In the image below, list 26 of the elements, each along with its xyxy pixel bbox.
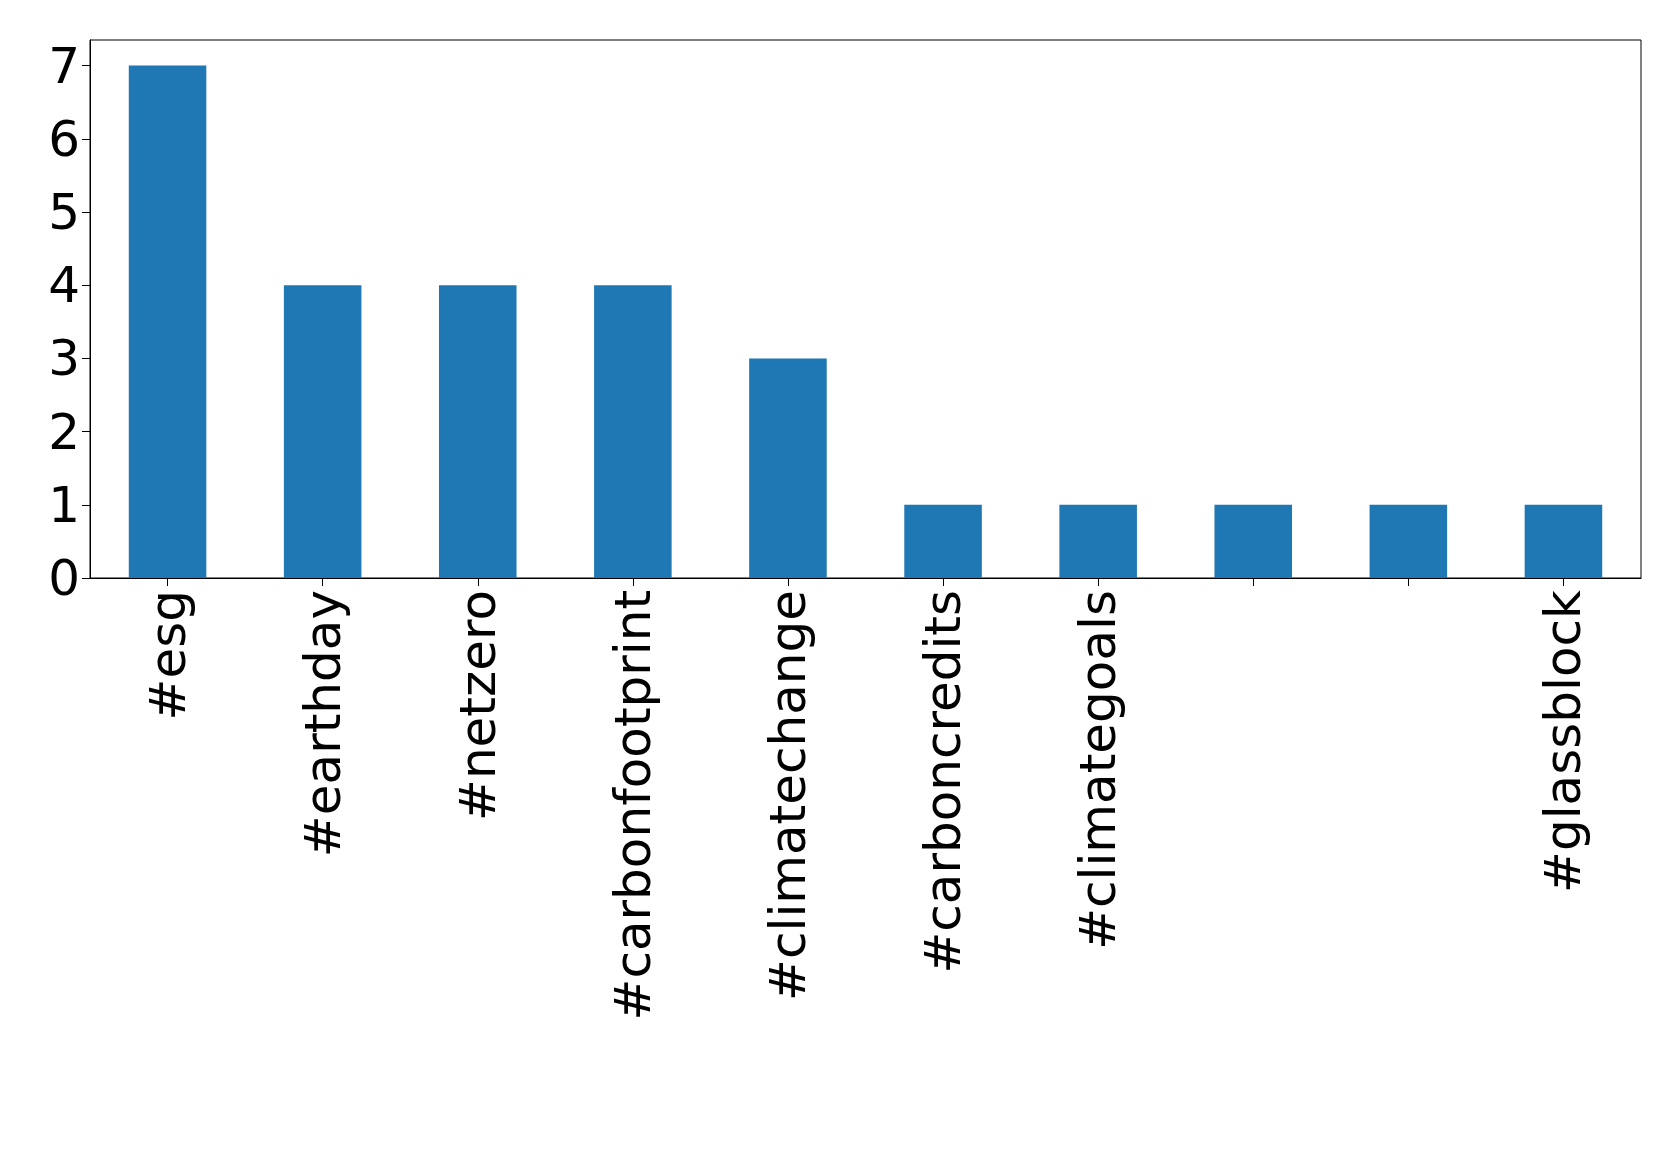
bar (438, 285, 517, 578)
x-tick-label: #esg (138, 590, 197, 721)
y-tick-label: 6 (48, 109, 80, 168)
x-tick-label: #netzero (448, 590, 507, 822)
y-tick-label: 7 (48, 36, 80, 95)
x-tick-label: #carbonfootprint (603, 590, 662, 1021)
bar (749, 358, 827, 578)
y-tick-label: 0 (48, 549, 80, 607)
bar (904, 504, 982, 578)
x-tick-label: #carboncredits (914, 590, 973, 974)
y-tick-label: 1 (48, 475, 80, 534)
bar (283, 285, 362, 578)
bar (128, 65, 207, 578)
x-tick-label: #climategoals (1069, 590, 1128, 950)
bar (1214, 504, 1293, 578)
x-tick-label: #climatechange (758, 590, 817, 1001)
bar (1059, 504, 1137, 578)
y-tick-label: 5 (48, 183, 80, 242)
y-tick-label: 4 (48, 256, 80, 315)
x-tick-label: #glassblock (1534, 589, 1593, 893)
bar (1524, 504, 1603, 578)
x-tick-label: #earthday (293, 590, 352, 858)
y-tick-label: 3 (48, 329, 80, 388)
y-tick-label: 2 (48, 402, 80, 461)
bar (594, 285, 672, 578)
bar (1369, 504, 1448, 578)
